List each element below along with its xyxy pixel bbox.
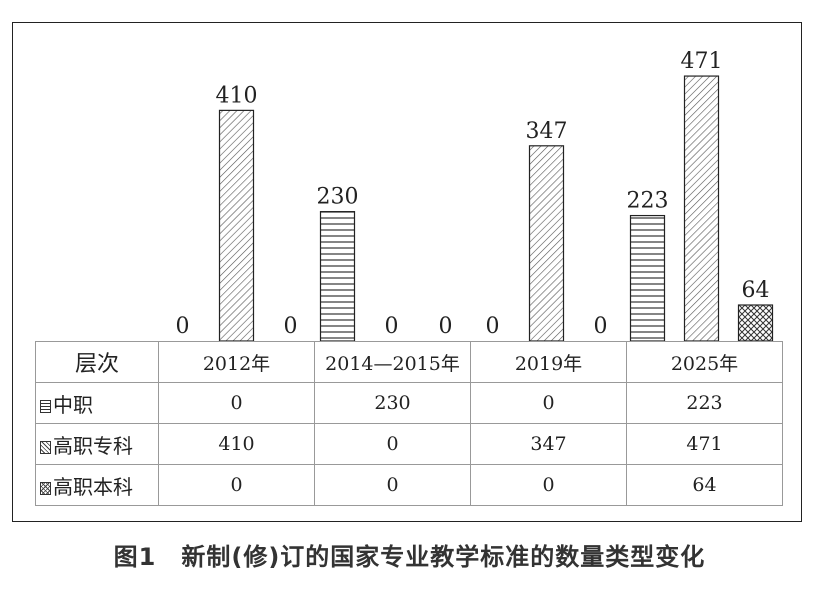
column-header-1: 2014—2015年 — [314, 341, 471, 383]
bar-chart: 0 410 0 230 0 0 0 347 0 223 471 64 — [176, 49, 774, 342]
table-cell-1-3: 471 — [626, 423, 783, 465]
table-header-row: 层次 2012年 2014—2015年 2019年 2025年 — [35, 341, 783, 383]
table-cell-0-0: 0 — [158, 382, 315, 424]
legend-label-1: 高职专科 — [53, 433, 133, 458]
data-label-3-1: 471 — [681, 49, 723, 74]
data-label-2-1: 347 — [526, 119, 568, 144]
bar-3-2 — [737, 304, 774, 342]
data-label-2-0: 0 — [486, 314, 500, 339]
column-header-0: 2012年 — [158, 341, 315, 383]
bar-0-1 — [218, 109, 255, 342]
data-label-3-0: 223 — [627, 189, 669, 214]
table-row: 高职本科 0 0 0 64 — [35, 464, 783, 506]
legend-swatch-0 — [40, 399, 51, 413]
data-table: 层次 2012年 2014—2015年 2019年 2025年 中职 0 230 0 223 高职专… — [35, 341, 783, 506]
data-label-1-2: 0 — [439, 314, 453, 339]
table-cell-1-0: 410 — [158, 423, 315, 465]
data-label-0-0: 0 — [176, 314, 190, 339]
table-row: 中职 0 230 0 223 — [35, 382, 783, 424]
bar-3-0 — [629, 214, 666, 342]
table-cell-1-1: 0 — [314, 423, 471, 465]
data-label-0-1: 410 — [216, 83, 258, 108]
legend-label-2: 高职本科 — [53, 474, 133, 499]
data-label-1-0: 230 — [317, 185, 359, 210]
chart-frame: 0 410 0 230 0 0 0 347 0 223 471 64 层次 2012年 2014—2015… — [12, 22, 802, 522]
legend-entry-0: 中职 — [35, 382, 159, 424]
table-corner-label: 层次 — [35, 341, 159, 383]
column-header-3: 2025年 — [626, 341, 783, 383]
table-cell-2-0: 0 — [158, 464, 315, 506]
legend-swatch-1 — [40, 440, 51, 454]
table-cell-1-2: 347 — [470, 423, 627, 465]
table-cell-2-1: 0 — [314, 464, 471, 506]
legend-entry-2: 高职本科 — [35, 464, 159, 506]
bar-1-0 — [319, 211, 356, 342]
table-cell-0-2: 0 — [470, 382, 627, 424]
table-row: 高职专科 410 0 347 471 — [35, 423, 783, 465]
bar-2-1 — [528, 145, 565, 342]
legend-label-0: 中职 — [53, 392, 93, 417]
data-label-0-2: 0 — [284, 314, 298, 339]
column-header-2: 2019年 — [470, 341, 627, 383]
data-label-1-1: 0 — [385, 314, 399, 339]
data-label-2-2: 0 — [594, 314, 608, 339]
legend-swatch-2 — [40, 481, 51, 495]
bar-3-1 — [683, 75, 720, 342]
table-cell-0-1: 230 — [314, 382, 471, 424]
legend-entry-1: 高职专科 — [35, 423, 159, 465]
table-cell-2-2: 0 — [470, 464, 627, 506]
table-cell-0-3: 223 — [626, 382, 783, 424]
figure-caption: 图1 新制(修)订的国家专业教学标准的数量类型变化 — [113, 543, 706, 571]
data-label-3-2: 64 — [742, 278, 770, 303]
table-cell-2-3: 64 — [626, 464, 783, 506]
